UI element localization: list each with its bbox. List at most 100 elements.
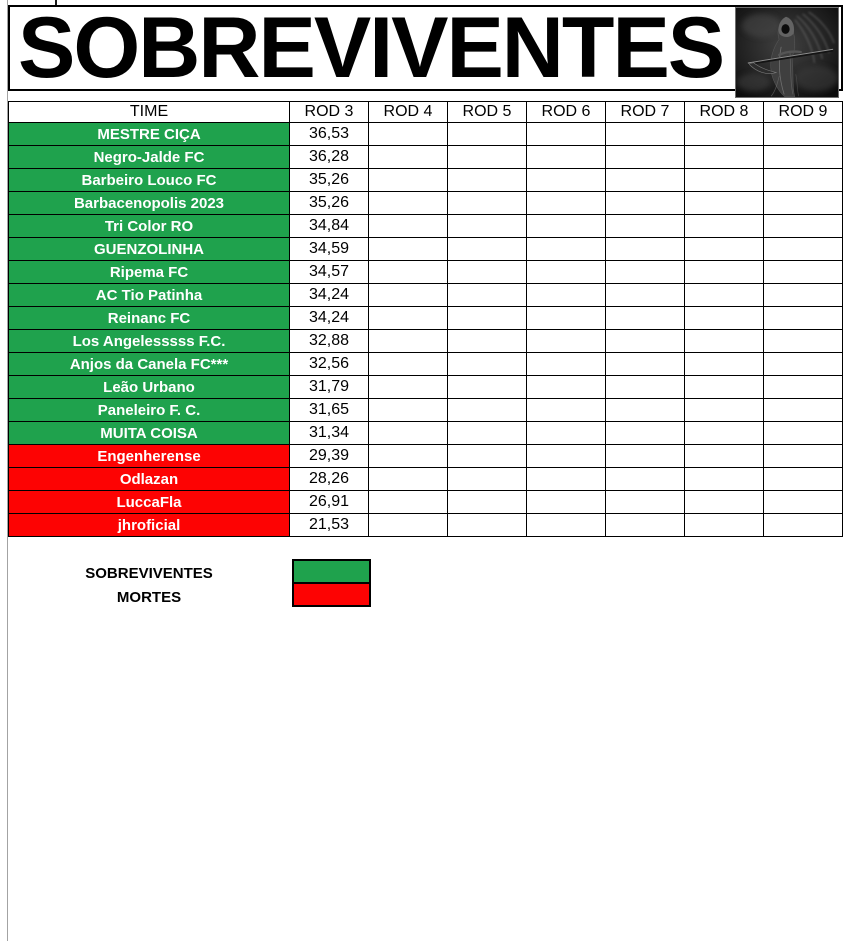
- team-cell[interactable]: MUITA COISA: [8, 421, 290, 445]
- empty-cell[interactable]: [368, 421, 448, 445]
- empty-cell[interactable]: [605, 191, 685, 215]
- empty-cell[interactable]: [368, 490, 448, 514]
- empty-cell[interactable]: [368, 513, 448, 537]
- score-cell[interactable]: 32,88: [289, 329, 369, 353]
- empty-cell[interactable]: [684, 398, 764, 422]
- empty-cell[interactable]: [605, 398, 685, 422]
- empty-cell[interactable]: [684, 513, 764, 537]
- empty-cell[interactable]: [526, 421, 606, 445]
- empty-cell[interactable]: [447, 421, 527, 445]
- empty-cell[interactable]: [526, 306, 606, 330]
- empty-cell[interactable]: [605, 490, 685, 514]
- empty-cell[interactable]: [684, 145, 764, 169]
- empty-cell[interactable]: [526, 260, 606, 284]
- team-cell[interactable]: Odlazan: [8, 467, 290, 491]
- score-cell[interactable]: 31,34: [289, 421, 369, 445]
- empty-cell[interactable]: [368, 122, 448, 146]
- empty-cell[interactable]: [763, 375, 843, 399]
- empty-cell[interactable]: [763, 306, 843, 330]
- team-cell[interactable]: Barbacenopolis 2023: [8, 191, 290, 215]
- team-cell[interactable]: Paneleiro F. C.: [8, 398, 290, 422]
- score-cell[interactable]: 35,26: [289, 168, 369, 192]
- empty-cell[interactable]: [368, 283, 448, 307]
- empty-cell[interactable]: [763, 398, 843, 422]
- team-cell[interactable]: Engenherense: [8, 444, 290, 468]
- empty-cell[interactable]: [763, 421, 843, 445]
- empty-cell[interactable]: [605, 329, 685, 353]
- empty-cell[interactable]: [763, 237, 843, 261]
- score-cell[interactable]: 34,84: [289, 214, 369, 238]
- empty-cell[interactable]: [447, 352, 527, 376]
- empty-cell[interactable]: [684, 329, 764, 353]
- score-cell[interactable]: 32,56: [289, 352, 369, 376]
- column-header-rod6[interactable]: ROD 6: [526, 101, 606, 123]
- empty-cell[interactable]: [368, 145, 448, 169]
- empty-cell[interactable]: [605, 214, 685, 238]
- empty-cell[interactable]: [526, 145, 606, 169]
- empty-cell[interactable]: [763, 122, 843, 146]
- empty-cell[interactable]: [447, 490, 527, 514]
- empty-cell[interactable]: [447, 467, 527, 491]
- empty-cell[interactable]: [684, 444, 764, 468]
- empty-cell[interactable]: [447, 283, 527, 307]
- empty-cell[interactable]: [763, 444, 843, 468]
- score-cell[interactable]: 26,91: [289, 490, 369, 514]
- score-cell[interactable]: 36,28: [289, 145, 369, 169]
- empty-cell[interactable]: [368, 398, 448, 422]
- empty-cell[interactable]: [368, 467, 448, 491]
- score-cell[interactable]: 35,26: [289, 191, 369, 215]
- empty-cell[interactable]: [684, 421, 764, 445]
- team-cell[interactable]: Los Angelesssss F.C.: [8, 329, 290, 353]
- team-cell[interactable]: jhroficial: [8, 513, 290, 537]
- empty-cell[interactable]: [526, 214, 606, 238]
- empty-cell[interactable]: [763, 214, 843, 238]
- score-cell[interactable]: 21,53: [289, 513, 369, 537]
- empty-cell[interactable]: [368, 352, 448, 376]
- empty-cell[interactable]: [684, 283, 764, 307]
- column-header-rod8[interactable]: ROD 8: [684, 101, 764, 123]
- empty-cell[interactable]: [605, 168, 685, 192]
- empty-cell[interactable]: [526, 122, 606, 146]
- team-cell[interactable]: MESTRE CIÇA: [8, 122, 290, 146]
- empty-cell[interactable]: [368, 329, 448, 353]
- empty-cell[interactable]: [526, 398, 606, 422]
- empty-cell[interactable]: [684, 122, 764, 146]
- empty-cell[interactable]: [447, 214, 527, 238]
- team-cell[interactable]: Anjos da Canela FC***: [8, 352, 290, 376]
- score-cell[interactable]: 34,57: [289, 260, 369, 284]
- empty-cell[interactable]: [763, 283, 843, 307]
- empty-cell[interactable]: [447, 260, 527, 284]
- team-cell[interactable]: Negro-Jalde FC: [8, 145, 290, 169]
- score-cell[interactable]: 36,53: [289, 122, 369, 146]
- empty-cell[interactable]: [605, 283, 685, 307]
- column-header-rod9[interactable]: ROD 9: [763, 101, 843, 123]
- score-cell[interactable]: 31,79: [289, 375, 369, 399]
- empty-cell[interactable]: [763, 191, 843, 215]
- empty-cell[interactable]: [526, 490, 606, 514]
- empty-cell[interactable]: [763, 168, 843, 192]
- team-cell[interactable]: Ripema FC: [8, 260, 290, 284]
- empty-cell[interactable]: [763, 513, 843, 537]
- empty-cell[interactable]: [763, 260, 843, 284]
- empty-cell[interactable]: [605, 467, 685, 491]
- empty-cell[interactable]: [684, 467, 764, 491]
- empty-cell[interactable]: [526, 237, 606, 261]
- team-cell[interactable]: LuccaFla: [8, 490, 290, 514]
- empty-cell[interactable]: [605, 122, 685, 146]
- score-cell[interactable]: 34,24: [289, 283, 369, 307]
- team-cell[interactable]: Tri Color RO: [8, 214, 290, 238]
- empty-cell[interactable]: [447, 513, 527, 537]
- empty-cell[interactable]: [447, 444, 527, 468]
- empty-cell[interactable]: [447, 375, 527, 399]
- empty-cell[interactable]: [605, 237, 685, 261]
- empty-cell[interactable]: [684, 168, 764, 192]
- column-header-rod7[interactable]: ROD 7: [605, 101, 685, 123]
- empty-cell[interactable]: [368, 214, 448, 238]
- empty-cell[interactable]: [368, 191, 448, 215]
- empty-cell[interactable]: [447, 329, 527, 353]
- empty-cell[interactable]: [605, 352, 685, 376]
- empty-cell[interactable]: [447, 191, 527, 215]
- empty-cell[interactable]: [605, 145, 685, 169]
- empty-cell[interactable]: [526, 467, 606, 491]
- team-cell[interactable]: Barbeiro Louco FC: [8, 168, 290, 192]
